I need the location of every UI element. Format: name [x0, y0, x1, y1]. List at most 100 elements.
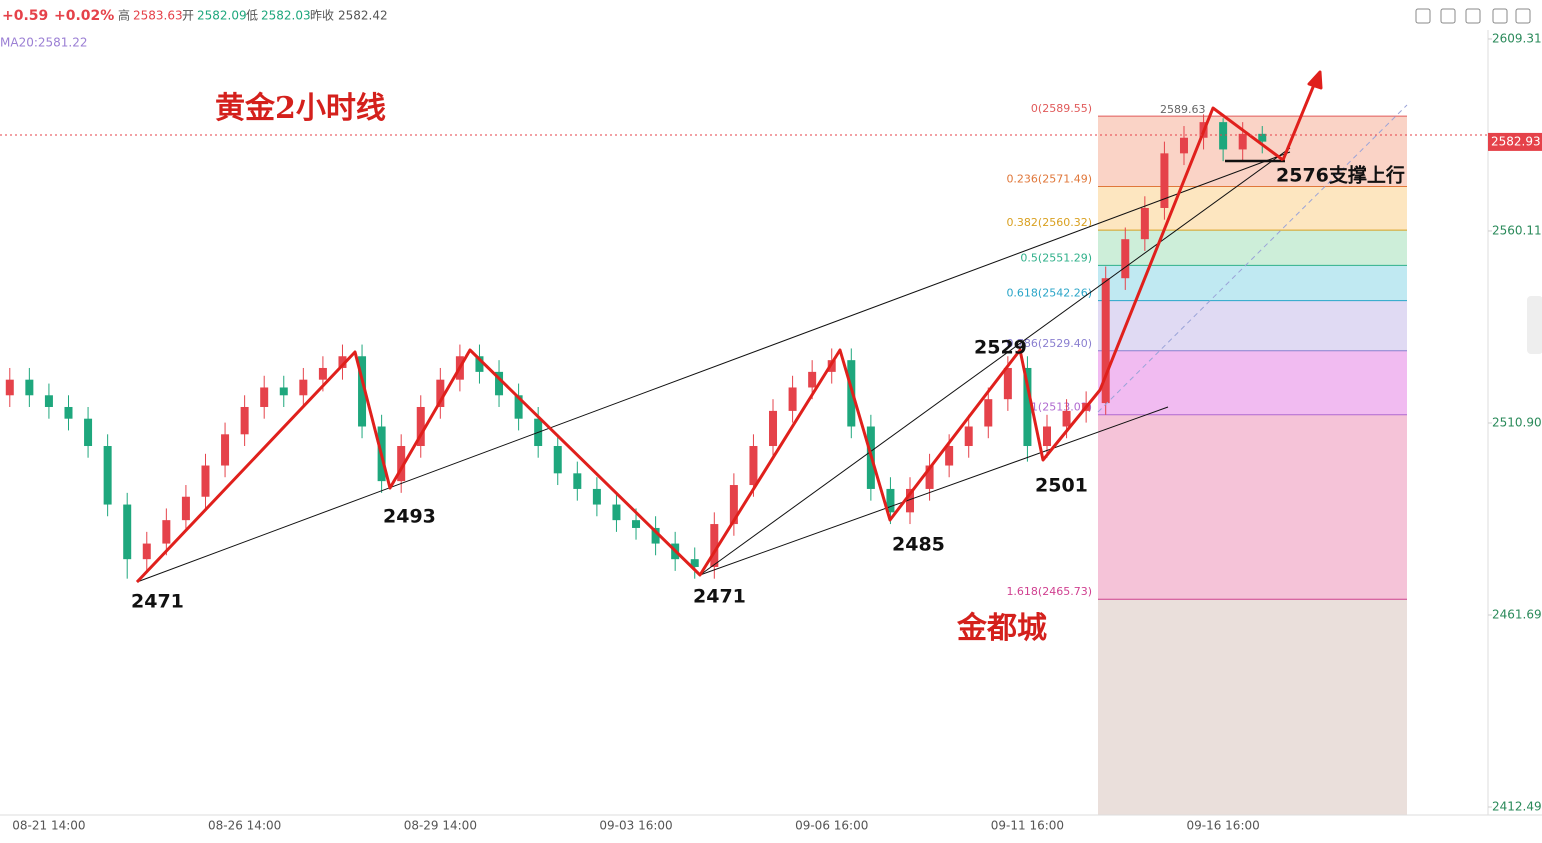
- candle-body: [103, 446, 112, 505]
- value: 2582.42: [338, 9, 388, 23]
- x-tick-label: 09-06 16:00: [795, 819, 868, 833]
- candle-body: [573, 473, 582, 489]
- candle-body: [299, 379, 308, 396]
- annotation: 2471: [131, 591, 184, 613]
- candle-body: [260, 387, 269, 407]
- annotation: 2501: [1035, 475, 1088, 497]
- candle-body: [221, 434, 230, 466]
- candle-body: [553, 446, 562, 474]
- candle-body: [358, 356, 367, 427]
- candle-body: [1179, 137, 1188, 154]
- arrow-head: [1307, 70, 1323, 90]
- candle-body: [808, 371, 817, 388]
- candle-body: [84, 418, 93, 447]
- fib-band: [1098, 265, 1407, 301]
- y-tick-label: 2560.11: [1492, 223, 1542, 237]
- candle-body: [964, 426, 973, 447]
- tool-button[interactable]: [1515, 8, 1531, 24]
- candle-body: [1238, 133, 1247, 150]
- y-tick-label: 2461.69: [1492, 608, 1542, 622]
- trend-line: [136, 151, 1291, 583]
- trend-lines: [136, 104, 1408, 583]
- y-tick-label: 2510.90: [1492, 415, 1542, 429]
- candle-body: [749, 446, 758, 486]
- candle-body: [632, 520, 641, 528]
- y-tick-label: 2412.49: [1492, 800, 1542, 814]
- candle-body: [710, 524, 719, 567]
- tool-button[interactable]: [1440, 8, 1456, 24]
- candle-body: [1101, 278, 1110, 404]
- x-tick-label: 08-26 14:00: [208, 819, 281, 833]
- zigzag-path: [135, 106, 1284, 584]
- candle-body: [612, 504, 621, 521]
- candle-body: [123, 504, 132, 560]
- candle-body: [475, 356, 484, 372]
- annotation: 2529: [974, 337, 1027, 359]
- candle-body: [338, 356, 347, 368]
- annotations: 2471 2493 2471 2485 2529 2501 2576支撑上行 2…: [131, 103, 1405, 613]
- fib-label: 0(2589.55): [1031, 102, 1092, 115]
- value: 2583.63: [133, 9, 183, 23]
- candle-body: [436, 379, 445, 407]
- candle-body: [5, 379, 14, 396]
- candle-body: [1023, 367, 1032, 447]
- candle-body: [729, 485, 738, 525]
- candle-body: [690, 559, 699, 567]
- candle-body: [181, 496, 190, 521]
- fib-band: [1098, 350, 1407, 415]
- fib-label: 0.618(2542.26): [1006, 287, 1092, 300]
- candle-body: [397, 446, 406, 482]
- candle-body: [1121, 239, 1130, 279]
- fib-label: 0.5(2551.29): [1020, 251, 1092, 264]
- label: 低: [246, 9, 258, 23]
- ma-label: MA20:2581.22: [0, 36, 88, 50]
- last-price-label: 2582.93: [1491, 134, 1541, 148]
- tool-button[interactable]: [1415, 8, 1431, 24]
- x-tick-label: 08-21 14:00: [12, 819, 85, 833]
- toolbar: [1415, 8, 1542, 354]
- candle-body: [1219, 122, 1228, 150]
- fib-label: 0.382(2560.32): [1006, 216, 1092, 229]
- annotation: 2471: [693, 586, 746, 608]
- candle-body: [925, 465, 934, 489]
- side-toggle[interactable]: [1527, 296, 1542, 354]
- x-tick-label: 08-29 14:00: [404, 819, 477, 833]
- candle-body: [1140, 207, 1149, 240]
- candle-body: [201, 465, 210, 497]
- annotation: 2493: [383, 506, 436, 528]
- candle-body: [318, 367, 327, 380]
- candle-body: [1003, 367, 1012, 400]
- x-tick-label: 09-11 16:00: [991, 819, 1064, 833]
- zigzag-arrow: [1281, 74, 1320, 161]
- fib-diagonal: [1097, 104, 1408, 413]
- candle-body: [592, 488, 601, 505]
- candle-body: [984, 399, 993, 427]
- tool-button[interactable]: [1465, 8, 1481, 24]
- change-pct: +0.02%: [54, 8, 114, 24]
- label: 高: [118, 8, 130, 23]
- fib-label: 1.618(2465.73): [1006, 585, 1092, 598]
- x-tick-label: 09-16 16:00: [1186, 819, 1259, 833]
- watermark: 金都城: [956, 611, 1047, 646]
- fib-band: [1098, 230, 1407, 266]
- fib-band: [1098, 599, 1407, 815]
- fib-label: 0.786(2529.40): [1006, 337, 1092, 350]
- candle-body: [788, 387, 797, 411]
- annotation: 2485: [892, 534, 945, 556]
- chart-title: 黄金2小时线: [215, 91, 386, 126]
- candle-body: [44, 395, 53, 407]
- fib-band: [1098, 414, 1407, 600]
- candle-body: [25, 379, 34, 396]
- candle-body: [1160, 153, 1169, 208]
- candle-body: [945, 446, 954, 466]
- y-tick-label: 2609.31: [1492, 31, 1542, 45]
- candle-body: [906, 488, 915, 513]
- tool-button[interactable]: [1492, 8, 1508, 24]
- candle-body: [1042, 426, 1051, 447]
- change: +0.59: [2, 8, 48, 24]
- value: 2582.03: [261, 9, 311, 23]
- fib-label: 1(2513.02): [1031, 401, 1092, 414]
- annotation: 2576支撑上行: [1276, 164, 1405, 187]
- label: 开: [182, 9, 194, 23]
